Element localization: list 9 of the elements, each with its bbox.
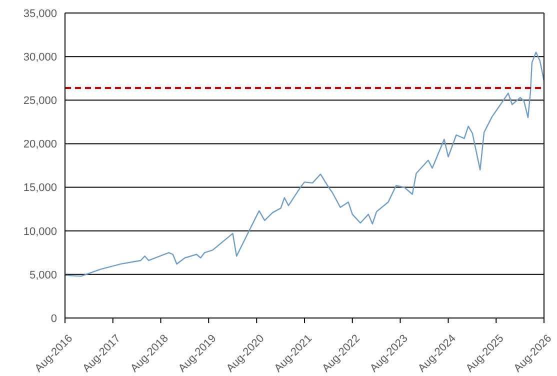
y-tick-label: 35,000: [23, 8, 57, 20]
y-tick-label: 15,000: [23, 182, 57, 194]
y-tick-label: 10,000: [23, 226, 57, 238]
y-tick-label: 5,000: [29, 269, 57, 282]
y-tick-label: 30,000: [23, 51, 57, 64]
y-tick-label: 0: [50, 312, 57, 325]
y-tick-label: 20,000: [23, 138, 57, 151]
line-series: [65, 52, 544, 277]
y-tick-label: 25,000: [23, 95, 57, 108]
